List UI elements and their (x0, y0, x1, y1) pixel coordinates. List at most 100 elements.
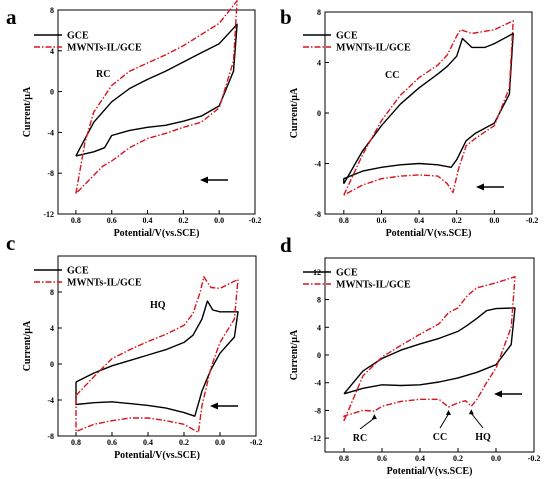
legend-entry: GCE (336, 31, 358, 42)
analyte-label: RC (96, 69, 110, 80)
x-tick-label: 0.6 (377, 454, 387, 463)
x-axis-label: Potential/V(vs.SCE) (387, 466, 473, 477)
series-line-gce (343, 307, 516, 395)
x-axis-label: Potential/V(vs.SCE) (386, 228, 472, 239)
peak-annotation-arrow (439, 413, 449, 429)
series-line-gce (343, 32, 514, 185)
panel-b: 0.8 0.6 0.4 0.2 0.0 -0.2 -8 -4 0 4 8 Potential/V(vs… (280, 5, 538, 239)
y-tick-label: 8 (317, 296, 321, 305)
x-tick-label: -0.2 (250, 438, 263, 447)
analyte-label: CC (385, 70, 399, 81)
x-axis-label: Potential/V(vs.SCE) (114, 228, 200, 239)
y-tick-label: 0 (317, 109, 321, 118)
y-axis-label: Current/µA (289, 329, 300, 380)
x-tick-label: 0.8 (71, 438, 81, 447)
x-tick-label: -0.2 (526, 216, 539, 225)
legend-entry: MWNTs-IL/GCE (67, 278, 142, 289)
panel-letter: b (280, 5, 292, 29)
y-axis-label: Current/µA (22, 320, 33, 371)
y-tick-label: 8 (50, 6, 54, 15)
series-line-mwnts-il-gce (75, 0, 238, 195)
peak-annotation-arrowhead (468, 409, 474, 415)
scan-direction-arrow-head (200, 176, 208, 184)
scan-direction-arrow-head (210, 402, 218, 410)
x-tick-label: -0.2 (249, 216, 262, 225)
panel-a: 0.8 0.6 0.4 0.2 0.0 -0.2 -12 -8 -4 0 4 8 Potential/V… (6, 0, 262, 239)
y-tick-label: -8 (47, 169, 54, 178)
peak-annotation-rc: RC (353, 433, 367, 444)
x-tick-label: 0.2 (178, 216, 188, 225)
series-line-mwnts-il-gce (75, 276, 239, 434)
peak-annotation-arrowhead (446, 409, 451, 415)
panel-d: 0.80.60.40.20.0-0.2-12-8-404812Potential… (280, 233, 540, 477)
y-tick-label: -8 (47, 432, 54, 441)
y-tick-label: -4 (47, 396, 54, 405)
y-axis-label: Current/µA (22, 86, 33, 137)
x-tick-label: 0.4 (143, 216, 153, 225)
legend-entry: GCE (67, 31, 89, 42)
y-tick-label: 8 (50, 288, 54, 297)
peak-annotation-cc: CC (433, 432, 447, 443)
legend-entry: GCE (336, 268, 358, 279)
panel-letter: a (6, 5, 17, 29)
panel-letter: c (6, 231, 15, 255)
x-tick-label: -0.2 (528, 454, 541, 463)
x-tick-label: 0.0 (489, 216, 499, 225)
x-tick-label: 0.4 (414, 216, 424, 225)
x-tick-label: 0.0 (491, 454, 501, 463)
x-tick-label: 0.2 (452, 216, 462, 225)
analyte-label: HQ (150, 300, 166, 311)
y-tick-label: 4 (50, 47, 54, 56)
panel-letter: d (280, 233, 292, 257)
panel-c: 0.8 0.6 0.4 0.2 0.0 -0.2 -8 -4 0 4 8 Potential/V(vs… (6, 231, 262, 461)
y-tick-label: -12 (310, 434, 321, 443)
x-tick-label: 0.8 (339, 454, 349, 463)
scan-direction-arrow-head (476, 183, 484, 191)
legend-entry: GCE (67, 266, 89, 277)
series-line-mwnts-il-gce (343, 20, 514, 196)
plot-frame (57, 255, 257, 437)
y-axis-label: Current/µA (289, 87, 300, 138)
x-tick-label: 0.2 (453, 454, 463, 463)
y-tick-label: -4 (47, 128, 54, 137)
peak-annotation-arrowhead (371, 414, 377, 420)
x-axis-label: Potential/V(vs.SCE) (114, 450, 200, 461)
y-tick-label: -4 (314, 379, 321, 388)
series-line-gce (75, 300, 239, 417)
legend-entry: MWNTs-IL/GCE (336, 280, 411, 291)
scan-direction-arrow-head (494, 390, 502, 398)
legend-entry: MWNTs-IL/GCE (336, 43, 411, 54)
x-tick-label: 0.2 (179, 438, 189, 447)
series-line-mwnts-il-gce (343, 276, 516, 422)
y-tick-label: 4 (317, 59, 321, 68)
x-tick-label: 0.4 (143, 438, 153, 447)
y-tick-label: 0 (50, 360, 54, 369)
x-tick-label: 0.0 (214, 216, 224, 225)
legend-entry: MWNTs-IL/GCE (67, 43, 142, 54)
plot-frame (57, 9, 256, 215)
y-tick-label: 0 (317, 351, 321, 360)
y-tick-label: 0 (50, 88, 54, 97)
series-line-gce (75, 23, 238, 157)
peak-annotation-hq: HQ (475, 432, 491, 443)
x-tick-label: 0.0 (215, 438, 225, 447)
y-tick-label: 4 (317, 323, 321, 332)
y-tick-label: -8 (314, 210, 321, 219)
peak-annotation-arrow (470, 412, 484, 429)
y-tick-label: -8 (314, 406, 321, 415)
peak-annotation-arrow (359, 417, 375, 430)
y-tick-label: 8 (317, 8, 321, 17)
y-tick-label: -12 (43, 210, 54, 219)
y-tick-label: 4 (50, 324, 54, 333)
x-tick-label: 0.6 (107, 438, 117, 447)
x-tick-label: 0.6 (107, 216, 117, 225)
x-tick-label: 0.8 (71, 216, 81, 225)
x-tick-label: 0.4 (415, 454, 425, 463)
x-tick-label: 0.6 (376, 216, 386, 225)
x-tick-label: 0.8 (339, 216, 349, 225)
